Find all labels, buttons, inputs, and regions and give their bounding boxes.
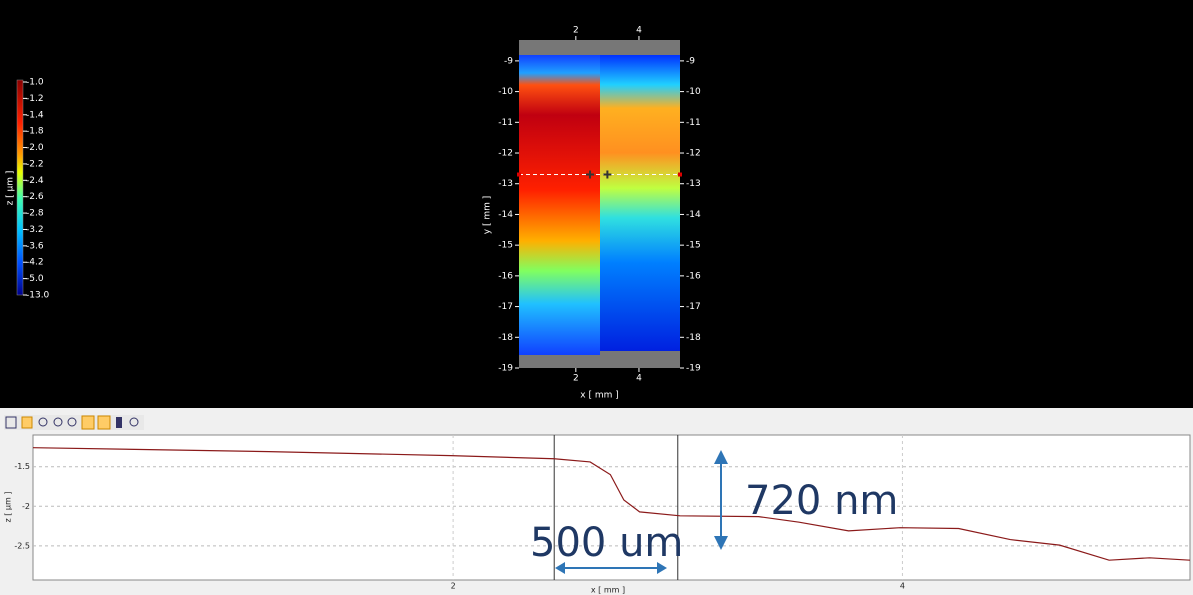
y-tick-label: -1.5 <box>14 462 30 471</box>
y-tick-label: -19 <box>686 364 701 374</box>
x-tick-label: 2 <box>451 582 456 591</box>
colorbar-tick-label: -3.2 <box>26 225 44 235</box>
toolbar <box>4 415 144 430</box>
profile-end <box>678 173 682 177</box>
y-tick-label: -9 <box>686 56 695 66</box>
heatmap-left <box>519 55 600 355</box>
colorbar-tick-label: -3.6 <box>26 241 44 251</box>
y-tick-label: -11 <box>498 118 513 128</box>
app-window: 2 2 4 4 -9 -9 -10 -10 -11 -11 -12 -12 -13 -13 -14 -14 -1… <box>0 0 1193 595</box>
y-tick-label: -12 <box>686 149 701 159</box>
tool-button[interactable] <box>116 417 122 428</box>
y-tick-label: -16 <box>498 271 513 281</box>
tool-button[interactable] <box>98 416 110 429</box>
colorbar-tick-label: -13.0 <box>26 291 50 301</box>
annotation: 720 nm <box>745 478 898 524</box>
x-tick-label: 2 <box>573 374 579 384</box>
y-tick-label: -13 <box>498 179 513 189</box>
y-tick-label: -14 <box>498 210 513 220</box>
heatmap-right <box>600 55 680 351</box>
y-tick-label: -19 <box>498 364 513 374</box>
colorbar-tick-label: -2.8 <box>26 209 44 219</box>
colorbar-tick-label: -2.0 <box>26 143 44 153</box>
y-tick-label: -17 <box>498 302 513 312</box>
y-tick-label: -13 <box>686 179 701 189</box>
y-tick-label: -15 <box>686 241 701 251</box>
y-tick-label: -17 <box>686 302 701 312</box>
y-tick-label: -9 <box>504 56 513 66</box>
colorbar-tick-label: -1.4 <box>26 110 44 120</box>
y-tick-label: -2 <box>22 502 30 511</box>
colorbar-tick-label: -2.2 <box>26 159 44 169</box>
colorbar-tick-label: -4.2 <box>26 258 44 268</box>
profile-end <box>517 173 521 177</box>
colorbar-tick-label: -2.6 <box>26 192 44 202</box>
y-tick-label: -15 <box>498 241 513 251</box>
y-tick-label: -10 <box>498 87 513 97</box>
y-tick-label: -18 <box>686 333 701 343</box>
x-axis-label: x [ mm ] <box>580 391 618 401</box>
y-axis-label: z [ µm ] <box>4 492 13 523</box>
y-tick-label: -18 <box>498 333 513 343</box>
colorbar <box>17 80 23 295</box>
y-tick-label: -10 <box>686 87 701 97</box>
x-tick-label: 4 <box>900 582 905 591</box>
x-axis-label: x [ mm ] <box>591 586 625 595</box>
y-axis-label: y [ mm ] <box>483 196 493 234</box>
annotation: 500 um <box>530 520 683 566</box>
y-tick-label: -16 <box>686 271 701 281</box>
x-tick-label: 4 <box>636 26 642 36</box>
colorbar-tick-label: -2.4 <box>26 176 44 186</box>
y-tick-label: -12 <box>498 149 513 159</box>
colorbar-tick-label: -1.2 <box>26 94 44 104</box>
colorbar-tick-label: -1.8 <box>26 127 44 137</box>
colorbar-tick-label: -1.0 <box>26 78 44 88</box>
y-tick-label: -2.5 <box>14 541 30 550</box>
colorbar-tick-label: -5.0 <box>26 274 44 284</box>
tool-button[interactable] <box>22 417 32 428</box>
tool-button[interactable] <box>82 416 94 429</box>
x-tick-label: 2 <box>573 26 579 36</box>
colorbar-label: z [ µm ] <box>6 171 16 206</box>
y-tick-label: -11 <box>686 118 701 128</box>
x-tick-label: 4 <box>636 374 642 384</box>
page: 2 2 4 4 -9 -9 -10 -10 -11 -11 -12 -12 -13 -13 -14 -14 -1… <box>0 0 1193 595</box>
y-tick-label: -14 <box>686 210 701 220</box>
